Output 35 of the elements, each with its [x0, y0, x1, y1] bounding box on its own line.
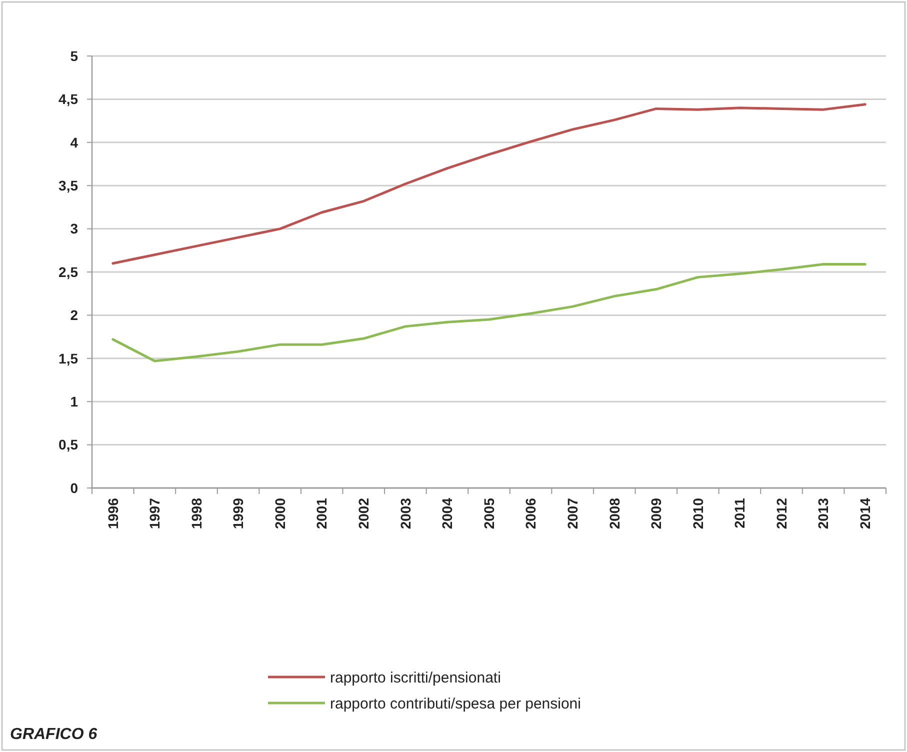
y-tick-label: 0 [70, 480, 78, 496]
x-tick-label: 2007 [564, 498, 580, 530]
x-tick-label: 1996 [104, 498, 121, 530]
y-tick-label: 1,5 [58, 350, 78, 366]
x-tick-label: 2005 [480, 498, 497, 530]
x-tick-label: 2001 [314, 498, 330, 530]
y-tick-label: 3,5 [58, 178, 78, 194]
legend-label: rapporto contributi/spesa per pensioni [330, 695, 581, 712]
x-tick-label: 2012 [773, 498, 790, 530]
x-tick-label: 1998 [188, 498, 204, 530]
x-tick-label: 2014 [857, 498, 874, 530]
x-tick-label: 2008 [606, 498, 622, 530]
line-series [112, 103, 866, 265]
y-tick-label: 3 [70, 220, 78, 237]
x-tick-label: 2003 [397, 498, 414, 530]
x-tick-label: 2000 [272, 498, 288, 530]
x-tick-label: 2011 [732, 498, 748, 528]
x-tick-label: 1999 [230, 498, 246, 530]
x-tick-label: 2006 [522, 498, 539, 530]
legend-label: rapporto iscritti/pensionati [330, 669, 501, 686]
x-tick-label: 2013 [815, 498, 832, 530]
x-tick-label: 2010 [690, 498, 706, 530]
x-tick-label: 2002 [356, 498, 372, 530]
y-tick-label: 0,5 [58, 436, 78, 453]
y-tick-label: 1 [70, 394, 78, 410]
y-tick-label: 2 [70, 307, 78, 324]
y-tick-label: 5 [70, 48, 78, 64]
x-tick-label: 2004 [439, 498, 456, 530]
line-series [112, 262, 866, 362]
y-tick-label: 4 [70, 134, 78, 150]
x-tick-label: 2009 [648, 498, 664, 530]
x-tick-label: 1997 [146, 498, 163, 530]
y-tick-label: 2,5 [58, 264, 78, 280]
text: GRAFICO 6 [10, 726, 98, 743]
y-tick-label: 4,5 [58, 91, 78, 108]
